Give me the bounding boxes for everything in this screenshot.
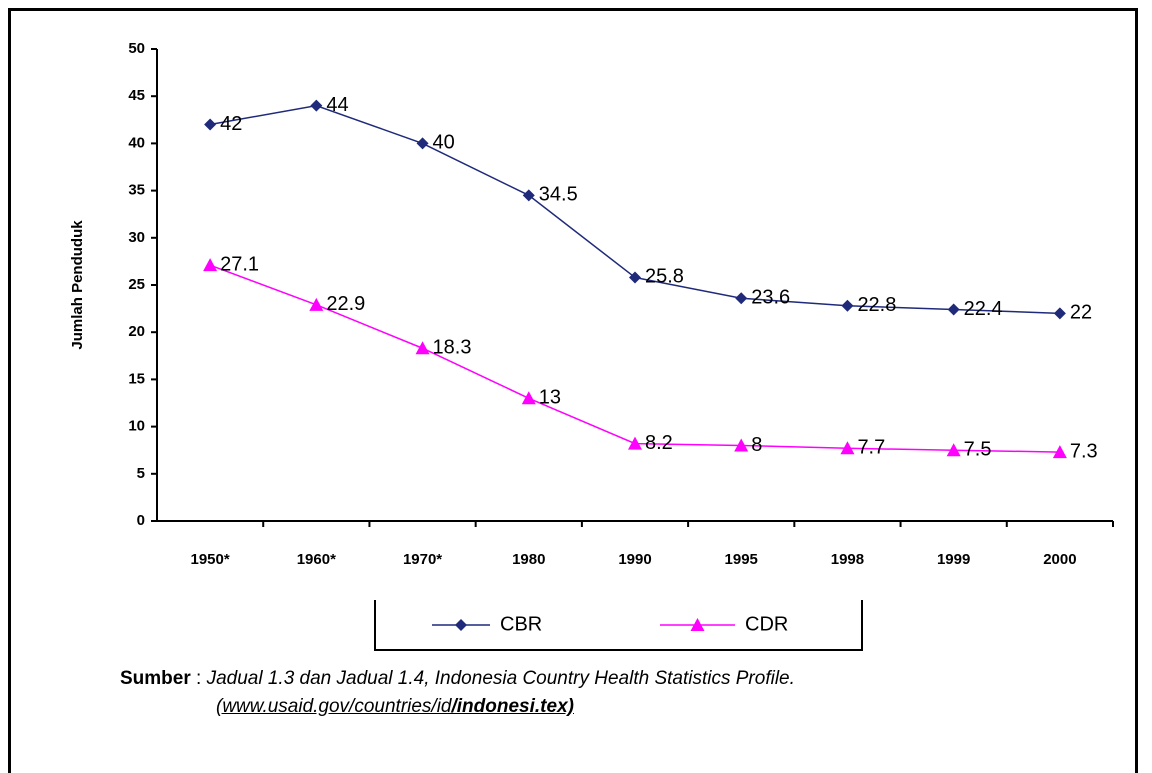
data-label: 22.4: [964, 298, 1003, 320]
y-tick-label: 40: [128, 134, 145, 151]
legend-label: CBR: [500, 613, 542, 635]
marker: [310, 99, 323, 112]
legend-label: CDR: [745, 613, 788, 635]
data-label: 22.9: [326, 293, 365, 315]
y-tick-label: 10: [128, 418, 145, 435]
x-tick-label: 2000: [1043, 551, 1076, 568]
y-tick-label: 50: [128, 40, 145, 57]
data-label: 25.8: [645, 266, 684, 288]
marker: [947, 303, 960, 316]
data-label: 22: [1070, 302, 1092, 324]
source-label: Sumber: [120, 668, 191, 689]
legend-box: [374, 600, 863, 651]
marker: [309, 297, 324, 311]
marker: [521, 391, 536, 405]
source-file: /indonesi.tex): [451, 696, 574, 717]
marker: [1052, 445, 1067, 459]
y-tick-label: 35: [128, 182, 145, 199]
marker: [203, 258, 218, 272]
data-label: 7.3: [1070, 440, 1098, 462]
marker: [415, 341, 430, 355]
x-tick-label: 1998: [831, 551, 864, 568]
data-label: 34.5: [539, 184, 578, 206]
x-tick-label: 1990: [618, 551, 651, 568]
data-label: 40: [433, 132, 455, 154]
marker: [690, 618, 705, 631]
data-label: 23.6: [751, 286, 790, 308]
x-tick-label: 1960*: [297, 551, 336, 568]
y-tick-label: 25: [128, 276, 145, 293]
source-link-line: (www.usaid.gov/countries/id/indonesi.tex…: [216, 696, 574, 718]
x-tick-label: 1995: [725, 551, 758, 568]
marker: [946, 443, 961, 457]
y-tick-label: 5: [137, 465, 145, 482]
y-tick-label: 45: [128, 87, 145, 104]
data-label: 7.7: [857, 437, 885, 459]
marker: [204, 118, 217, 131]
marker: [522, 189, 535, 202]
x-tick-label: 1950*: [191, 551, 230, 568]
marker: [735, 292, 748, 305]
marker: [629, 271, 641, 284]
marker: [1053, 307, 1066, 320]
frame: [8, 8, 1138, 773]
source-line: Sumber : Jadual 1.3 dan Jadual 1.4, Indo…: [120, 668, 795, 690]
x-tick-label: 1970*: [403, 551, 442, 568]
data-label: 22.8: [857, 294, 896, 316]
marker: [628, 436, 642, 450]
marker: [455, 619, 467, 631]
y-tick-label: 30: [128, 229, 145, 246]
data-label: 27.1: [220, 253, 259, 275]
data-label: 8.2: [645, 432, 673, 454]
y-tick-label: 0: [137, 512, 145, 529]
source-separator: :: [196, 668, 202, 689]
y-tick-label: 20: [128, 323, 145, 340]
data-label: 8: [751, 434, 762, 456]
marker: [840, 441, 855, 455]
marker: [416, 137, 429, 150]
marker: [734, 438, 749, 452]
y-axis-label: Jumlah Penduduk: [69, 220, 86, 350]
data-label: 44: [326, 94, 348, 116]
y-tick-label: 15: [128, 370, 145, 387]
source-text: Jadual 1.3 dan Jadual 1.4, Indonesia Cou…: [206, 668, 795, 689]
marker: [841, 299, 854, 312]
data-label: 42: [220, 113, 242, 135]
x-tick-label: 1999: [937, 551, 970, 568]
x-tick-label: 1980: [512, 551, 545, 568]
source-url: (www.usaid.gov/countries/id: [216, 696, 452, 717]
data-label: 18.3: [433, 337, 472, 359]
data-label: 13: [539, 387, 561, 409]
data-label: 7.5: [964, 438, 992, 460]
